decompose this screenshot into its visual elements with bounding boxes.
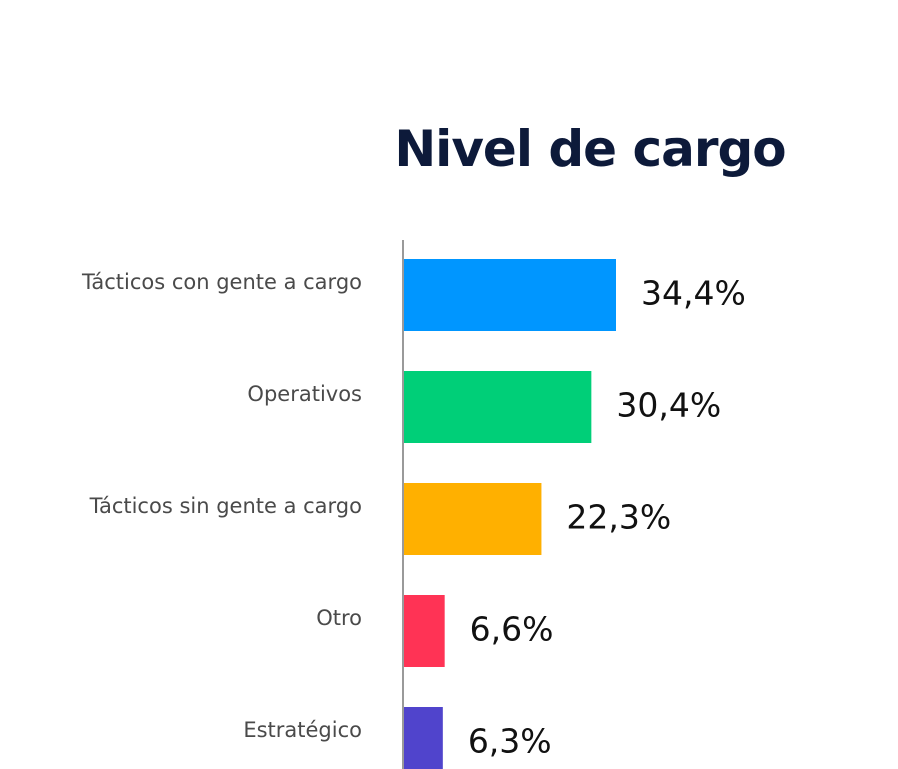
chart-title: Nivel de cargo — [394, 120, 786, 178]
value-label: 6,3% — [468, 722, 552, 761]
bar-3 — [404, 483, 542, 555]
bar-5 — [404, 707, 443, 769]
value-label: 6,6% — [470, 610, 554, 649]
bars-group: Tácticos con gente a cargo 34,4% Operativo… — [81, 259, 746, 769]
bar-2 — [404, 371, 592, 443]
bar-1 — [404, 259, 616, 331]
bar-4 — [404, 595, 445, 667]
category-label: Estratégico — [243, 718, 362, 742]
category-label: Otro — [316, 606, 362, 630]
category-label: Tácticos con gente a cargo — [81, 270, 362, 294]
value-label: 22,3% — [566, 498, 671, 537]
value-label: 30,4% — [616, 386, 721, 425]
category-label: Tácticos sin gente a cargo — [89, 494, 362, 518]
category-label: Operativos — [247, 382, 362, 406]
value-label: 34,4% — [641, 274, 746, 313]
